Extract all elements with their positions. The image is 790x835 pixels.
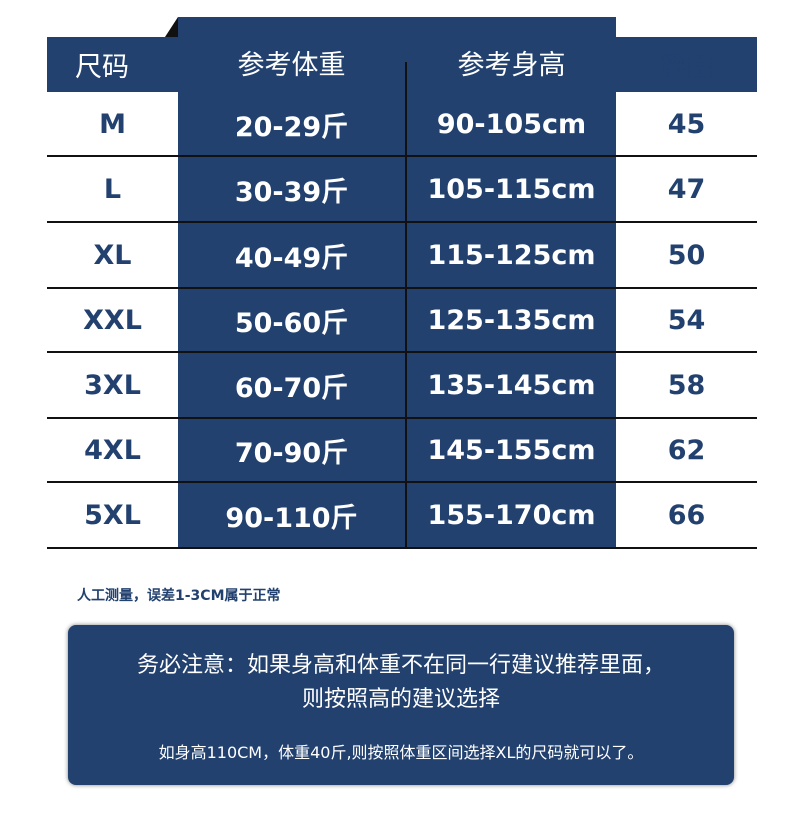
cell-size: 5XL	[84, 499, 141, 531]
cell-weight: 20-29斤	[234, 111, 349, 143]
cell-weight: 40-49斤	[234, 242, 349, 274]
cell-waist: 66	[667, 499, 706, 531]
cell-waist: 45	[667, 108, 706, 140]
header-height: 参考身高	[457, 49, 566, 81]
column-divider	[405, 62, 407, 548]
cell-weight: 30-39斤	[234, 176, 349, 208]
header-weight: 参考体重	[237, 49, 346, 81]
row-divider	[47, 221, 757, 223]
notice-box: 务必注意：如果身高和体重不在同一行建议推荐里面， 则按照高的建议选择 如身高11…	[68, 625, 734, 785]
cell-waist: 58	[667, 369, 706, 401]
cell-waist: 47	[667, 173, 706, 205]
cell-height: 125-135cm	[427, 304, 596, 336]
row-divider	[47, 417, 757, 419]
highlight-columns	[178, 17, 616, 548]
cell-waist: 54	[667, 304, 706, 336]
cell-height: 145-155cm	[427, 434, 596, 466]
cell-size: XL	[93, 239, 132, 271]
cell-size: 3XL	[84, 369, 141, 401]
header-waist: 腰围	[659, 52, 714, 83]
cell-weight: 70-90斤	[234, 437, 349, 469]
row-divider	[47, 481, 757, 483]
notice-example: 如身高110CM，体重40斤,则按照体重区间选择XL的尺码就可以了。	[158, 743, 644, 762]
cell-size: 4XL	[84, 434, 141, 466]
row-divider	[47, 155, 757, 157]
header-size: 尺码	[75, 52, 129, 83]
cell-waist: 62	[667, 434, 706, 466]
cell-waist: 50	[667, 239, 706, 271]
row-divider	[47, 547, 757, 549]
measurement-tip: 人工测量，误差1-3CM属于正常	[77, 588, 281, 604]
notice-line-2: 则按照高的建议选择	[301, 687, 500, 712]
corner-notch	[165, 17, 178, 37]
cell-height: 155-170cm	[427, 499, 596, 531]
cell-height: 105-115cm	[427, 173, 596, 205]
cell-weight: 60-70斤	[234, 372, 349, 404]
notice-line-1: 务必注意：如果身高和体重不在同一行建议推荐里面，	[136, 653, 665, 678]
cell-size: M	[99, 108, 126, 140]
cell-height: 115-125cm	[427, 239, 596, 271]
row-divider	[47, 287, 757, 289]
cell-weight: 50-60斤	[234, 307, 349, 339]
cell-size: XXL	[83, 304, 142, 336]
cell-size: L	[103, 173, 122, 205]
cell-weight: 90-110斤	[225, 502, 358, 534]
row-divider	[47, 351, 757, 353]
cell-height: 90-105cm	[436, 108, 587, 140]
cell-height: 135-145cm	[427, 369, 596, 401]
